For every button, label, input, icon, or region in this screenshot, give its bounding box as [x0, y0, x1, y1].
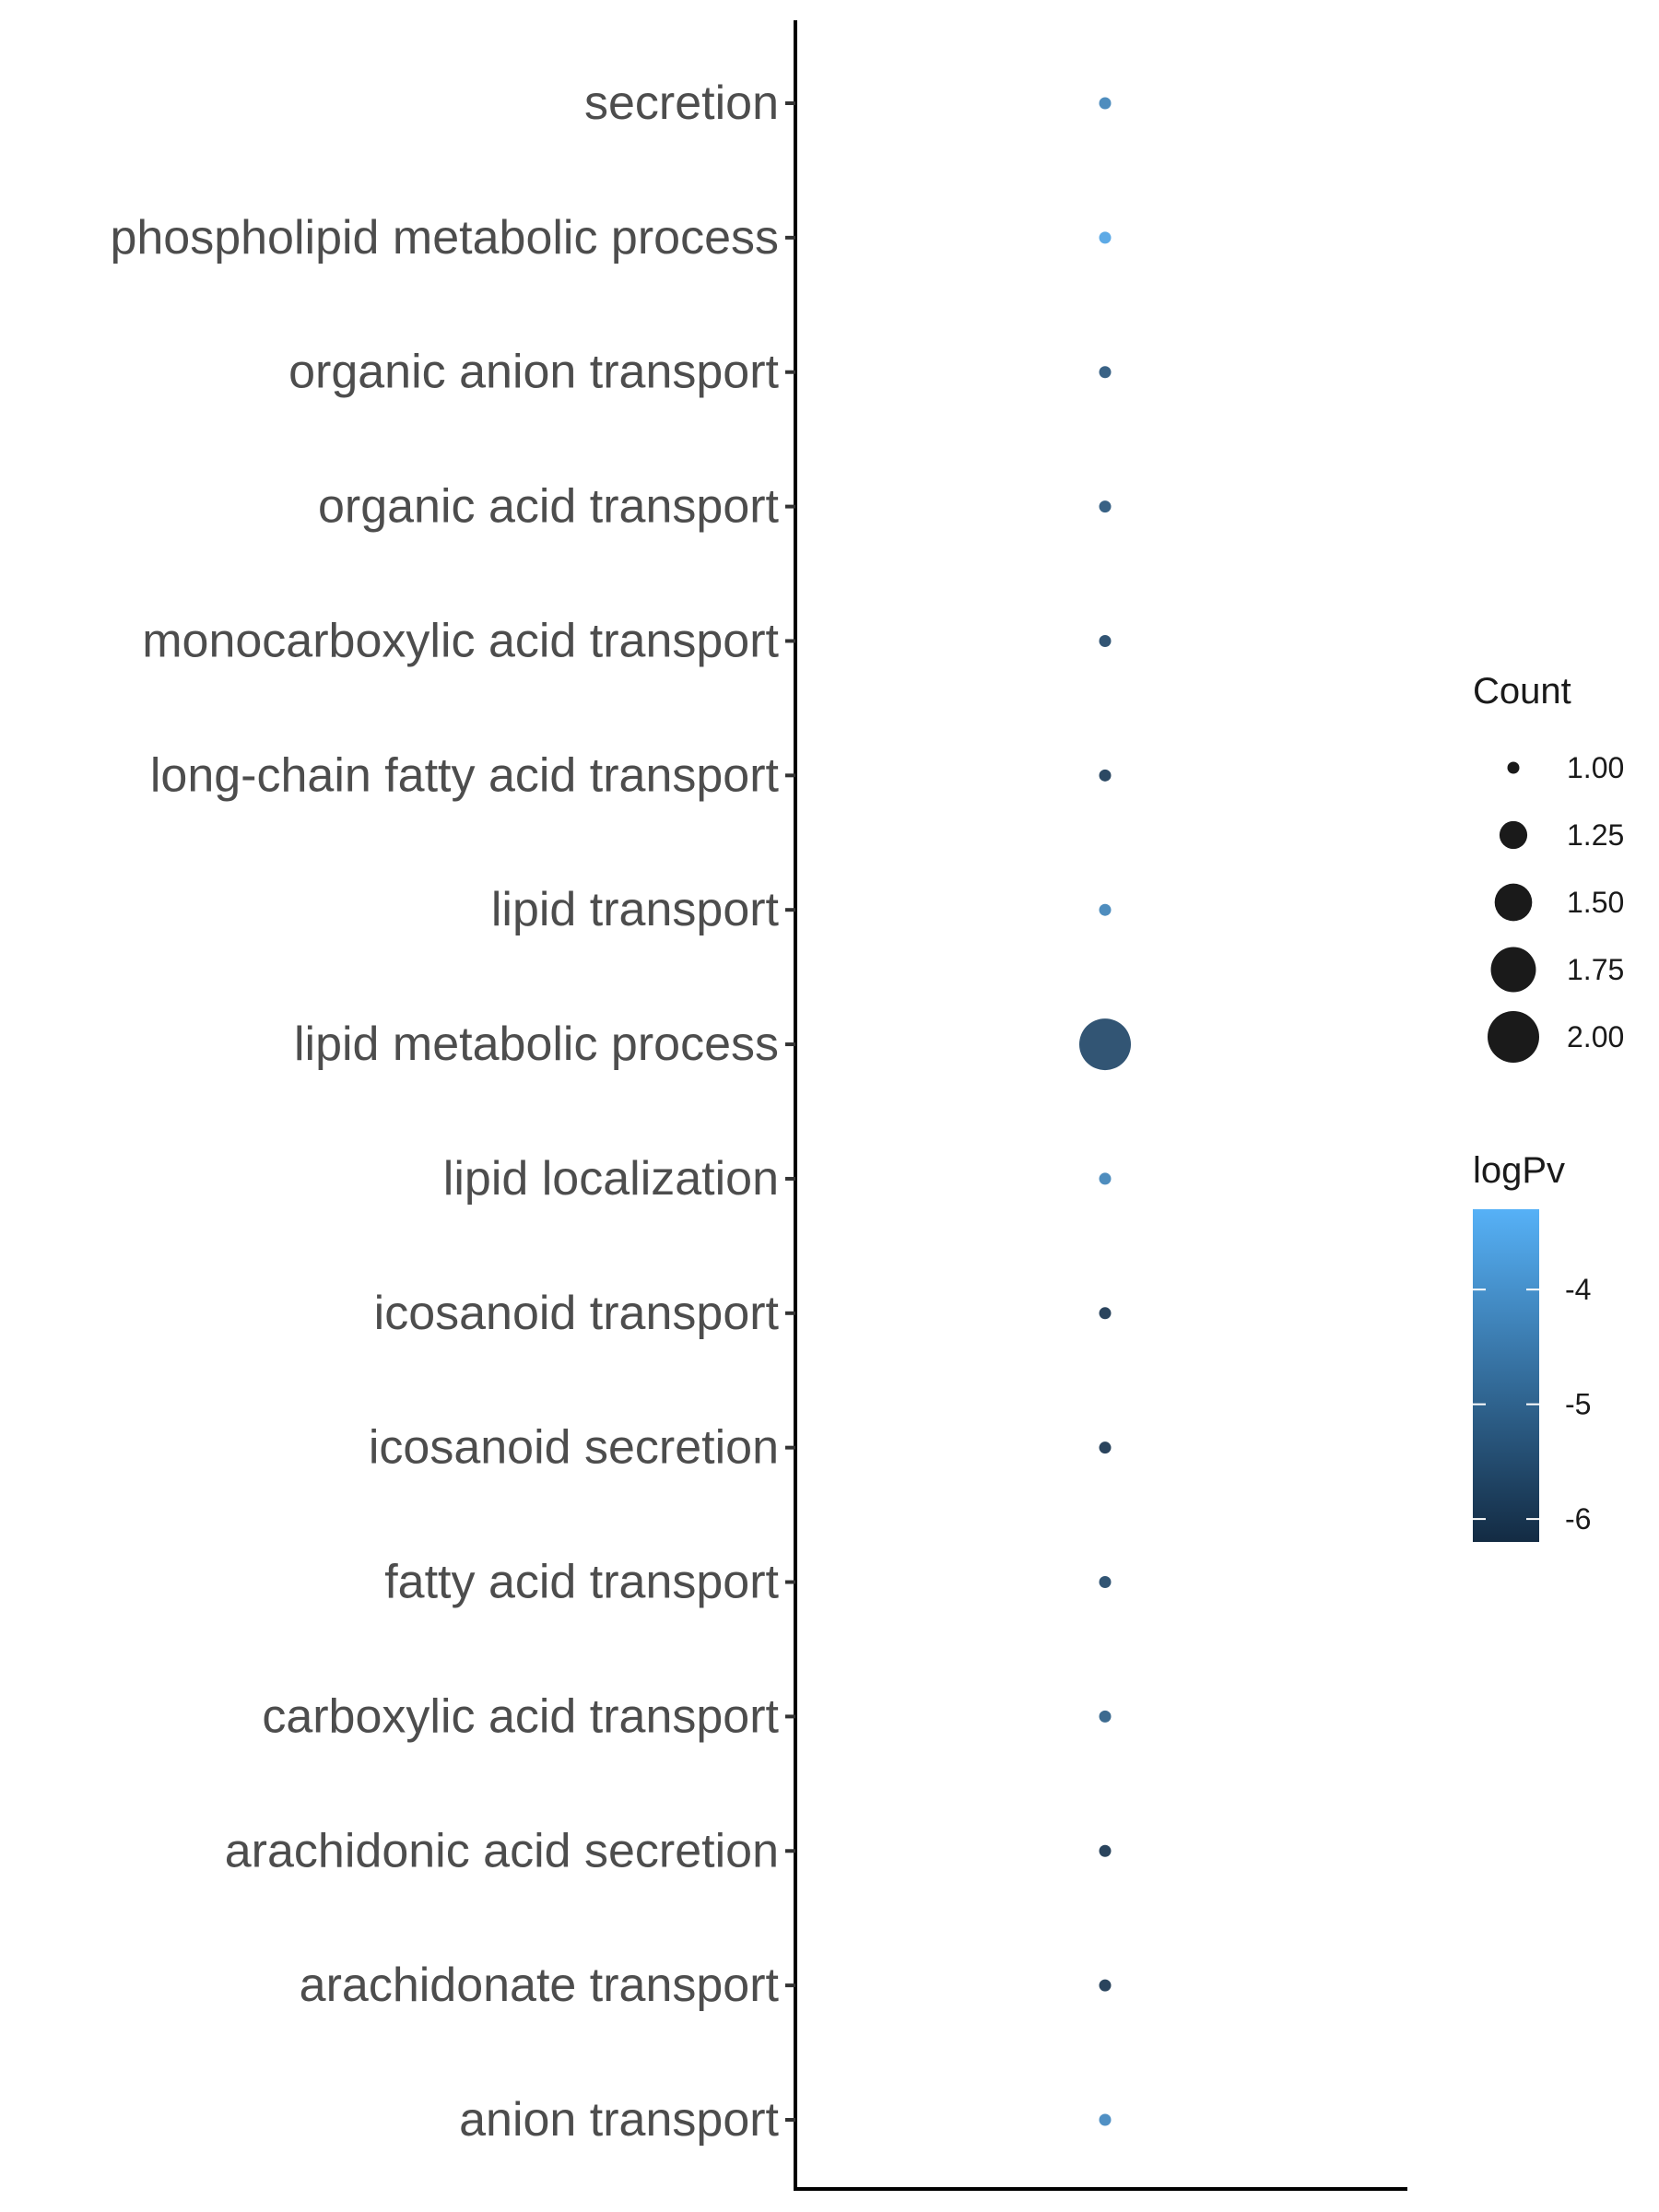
y-tick-label: phospholipid metabolic process [110, 211, 779, 265]
count-legend-keys: 1.00 1.25 1.50 1.75 2.00 [1488, 751, 1624, 1063]
data-point [1099, 1710, 1112, 1723]
count-legend-key [1507, 761, 1520, 774]
y-tick-label: long-chain fatty acid transport [150, 748, 780, 802]
logpv-colorbar [1473, 1209, 1539, 1542]
y-tick-label: arachidonate transport [300, 1959, 780, 2012]
data-point [1099, 1844, 1112, 1857]
y-tick-label: anion transport [459, 2093, 779, 2147]
data-point [1099, 97, 1112, 110]
count-legend-title: Count [1473, 671, 1571, 712]
data-point [1099, 1307, 1112, 1320]
y-tick-label: fatty acid transport [384, 1556, 779, 1609]
data-point [1099, 634, 1112, 647]
count-legend-key [1488, 1011, 1539, 1063]
y-tick-label: lipid localization [443, 1152, 779, 1206]
data-point [1099, 231, 1112, 244]
y-tick-label: carboxylic acid transport [262, 1689, 779, 1743]
y-tick-label: organic acid transport [318, 480, 780, 534]
y-tick-label: icosanoid transport [374, 1287, 780, 1340]
y-tick-label: organic anion transport [288, 346, 779, 399]
count-legend-label: 2.00 [1567, 1020, 1624, 1053]
count-legend-key [1494, 883, 1533, 922]
colorbar-tick-label: -6 [1565, 1502, 1591, 1535]
logpv-legend: logPv -4 -5 -6 [1473, 1150, 1591, 1542]
logpv-legend-title: logPv [1473, 1150, 1565, 1191]
logpv-colorbar-ticks: -4 -5 -6 [1473, 1273, 1591, 1535]
y-axis-ticks [785, 101, 795, 2122]
count-legend-key [1490, 947, 1536, 993]
colorbar-tick-label: -5 [1565, 1388, 1591, 1421]
y-tick-label: monocarboxylic acid transport [142, 614, 779, 667]
data-points [1079, 97, 1131, 2126]
count-legend-label: 1.25 [1567, 818, 1624, 852]
count-legend-key [1499, 820, 1528, 850]
y-tick-label: lipid metabolic process [294, 1018, 779, 1071]
data-point [1099, 1576, 1112, 1589]
count-legend-label: 1.50 [1567, 886, 1624, 919]
colorbar-tick-label: -4 [1565, 1273, 1591, 1306]
count-legend: Count 1.00 1.25 1.50 1.75 2.00 [1473, 671, 1624, 1063]
data-point [1099, 1172, 1112, 1185]
data-point [1099, 903, 1112, 916]
y-axis-tick-labels: secretion phospholipid metabolic process o… [110, 76, 779, 2147]
y-tick-label: arachidonic acid secretion [225, 1824, 779, 1877]
count-legend-label: 1.75 [1567, 953, 1624, 986]
data-point [1099, 366, 1112, 379]
data-point [1099, 769, 1112, 782]
data-point [1099, 500, 1112, 513]
data-point [1099, 1441, 1112, 1454]
y-tick-label: lipid transport [491, 883, 780, 936]
y-tick-label: icosanoid secretion [369, 1421, 779, 1475]
data-point [1099, 2113, 1112, 2126]
count-legend-label: 1.00 [1567, 751, 1624, 784]
data-point [1079, 1018, 1131, 1071]
data-point [1099, 1979, 1112, 1992]
y-tick-label: secretion [584, 76, 779, 130]
plot-panel: secretion phospholipid metabolic process o… [110, 20, 1407, 2191]
